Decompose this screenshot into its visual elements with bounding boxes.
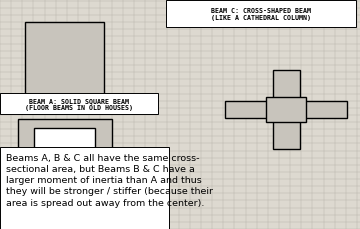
Text: BEAM A: SOLID SQUARE BEAM
(FLOOR BEAMS IN OLD HOUSES): BEAM A: SOLID SQUARE BEAM (FLOOR BEAMS I… (25, 98, 133, 111)
Bar (18, 119, 112, 188)
Text: BEAM C: CROSS-SHAPED BEAM
(LIKE A CATHEDRAL COLUMN): BEAM C: CROSS-SHAPED BEAM (LIKE A CATHED… (211, 8, 311, 21)
Bar (266, 97, 306, 123)
Bar (166, 1, 356, 27)
Bar (34, 128, 95, 177)
Bar (273, 71, 300, 149)
Text: Beams A, B & C all have the same cross-
sectional area, but Beams B & C have a
l: Beams A, B & C all have the same cross- … (6, 153, 213, 207)
Bar (0, 148, 169, 229)
Bar (266, 97, 306, 123)
Bar (25, 23, 104, 96)
Bar (225, 101, 347, 119)
Bar (0, 94, 158, 114)
